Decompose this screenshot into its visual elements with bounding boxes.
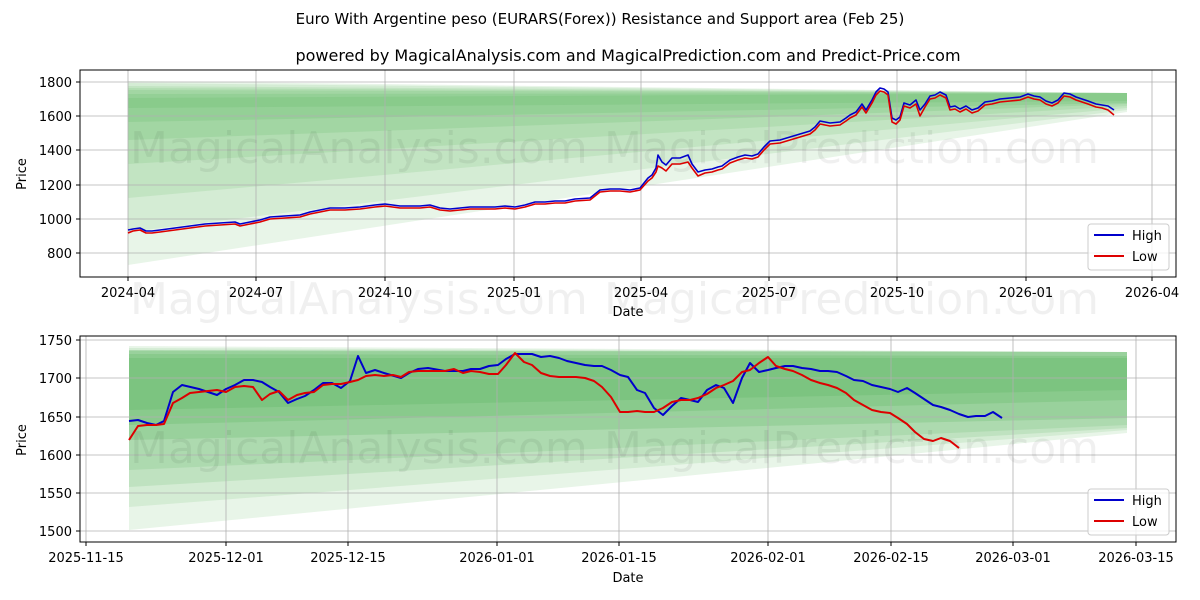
legend-low-label: Low — [1132, 250, 1158, 265]
bottom-ytick-label: 1600 — [39, 449, 72, 464]
bottom-xtick-label: 2025-11-15 — [48, 551, 124, 566]
watermark-prediction-2: MagicalPrediction.com — [604, 274, 1099, 325]
top-ytick-label: 1000 — [39, 213, 72, 228]
bottom-axes-frame — [79, 335, 1177, 543]
bottom-ytick-label: 1550 — [39, 487, 72, 502]
bottom-xtick-label: 2025-12-01 — [188, 551, 264, 566]
watermark-analysis-3: MagicalAnalysis.com — [130, 423, 588, 474]
top-low-line — [127, 90, 1115, 234]
legend-high-label: High — [1132, 229, 1162, 244]
legend-low-label: Low — [1132, 515, 1158, 530]
top-y-axis: 800 1000 1200 1400 1600 1800 Price — [15, 76, 80, 262]
top-x-axis: 2024-04 2024-07 2024-10 2025-01 2025-04 … — [101, 277, 1179, 320]
legend-high-label: High — [1132, 494, 1162, 509]
bottom-ytick-label: 1500 — [39, 525, 72, 540]
bottom-high-line — [128, 353, 1003, 426]
top-y-axis-label: Price — [15, 158, 30, 190]
bottom-xtick-label: 2026-03-01 — [975, 551, 1051, 566]
bottom-xtick-label: 2026-02-01 — [730, 551, 806, 566]
watermark-prediction-3: MagicalPrediction.com — [604, 423, 1099, 474]
chart-title: Euro With Argentine peso (EURARS(Forex))… — [295, 10, 905, 28]
bottom-y-axis-label: Price — [15, 424, 30, 456]
bottom-ytick-label: 1650 — [39, 411, 72, 426]
bottom-xtick-label: 2026-03-15 — [1098, 551, 1174, 566]
top-ytick-label: 1800 — [39, 76, 72, 91]
top-xtick-label: 2025-10 — [870, 286, 924, 301]
top-ytick-label: 1600 — [39, 110, 72, 125]
top-chart: MagicalAnalysis.com MagicalPrediction.co… — [15, 69, 1179, 325]
watermark-analysis-2: MagicalAnalysis.com — [130, 274, 588, 325]
top-x-axis-label: Date — [612, 305, 643, 320]
bottom-chart: MagicalAnalysis.com MagicalPrediction.co… — [15, 334, 1177, 586]
watermark-analysis: MagicalAnalysis.com — [130, 123, 588, 174]
bottom-ytick-label: 1700 — [39, 372, 72, 387]
top-xtick-label: 2024-10 — [358, 286, 412, 301]
top-xtick-label: 2026-01 — [999, 286, 1053, 301]
top-legend: High Low — [1087, 223, 1170, 271]
bottom-x-axis: 2025-11-15 2025-12-01 2025-12-15 2026-01… — [48, 542, 1174, 586]
bottom-low-line — [128, 352, 960, 449]
bottom-support-resistance-bands — [129, 346, 1127, 530]
top-ytick-label: 800 — [47, 247, 72, 262]
chart-subtitle: powered by MagicalAnalysis.com and Magic… — [295, 46, 961, 65]
bottom-legend: High Low — [1087, 488, 1170, 536]
top-xtick-label: 2025-01 — [487, 286, 541, 301]
bottom-xtick-label: 2026-01-15 — [581, 551, 657, 566]
bottom-x-axis-label: Date — [612, 571, 643, 586]
top-xtick-label: 2025-04 — [614, 286, 668, 301]
top-xtick-label: 2024-04 — [101, 286, 155, 301]
top-xtick-label: 2025-07 — [742, 286, 796, 301]
bottom-y-axis: 1500 1550 1600 1650 1700 1750 Price — [15, 334, 80, 540]
bottom-xtick-label: 2026-02-15 — [853, 551, 929, 566]
top-high-line — [127, 87, 1115, 232]
bottom-xtick-label: 2025-12-15 — [310, 551, 386, 566]
top-xtick-label: 2026-04 — [1125, 286, 1179, 301]
watermark-prediction: MagicalPrediction.com — [604, 123, 1099, 174]
bottom-ytick-label: 1750 — [39, 334, 72, 349]
top-xtick-label: 2024-07 — [229, 286, 283, 301]
bottom-xtick-label: 2026-01-01 — [459, 551, 535, 566]
top-ytick-label: 1400 — [39, 144, 72, 159]
top-axes-frame — [79, 69, 1177, 278]
top-ytick-label: 1200 — [39, 179, 72, 194]
